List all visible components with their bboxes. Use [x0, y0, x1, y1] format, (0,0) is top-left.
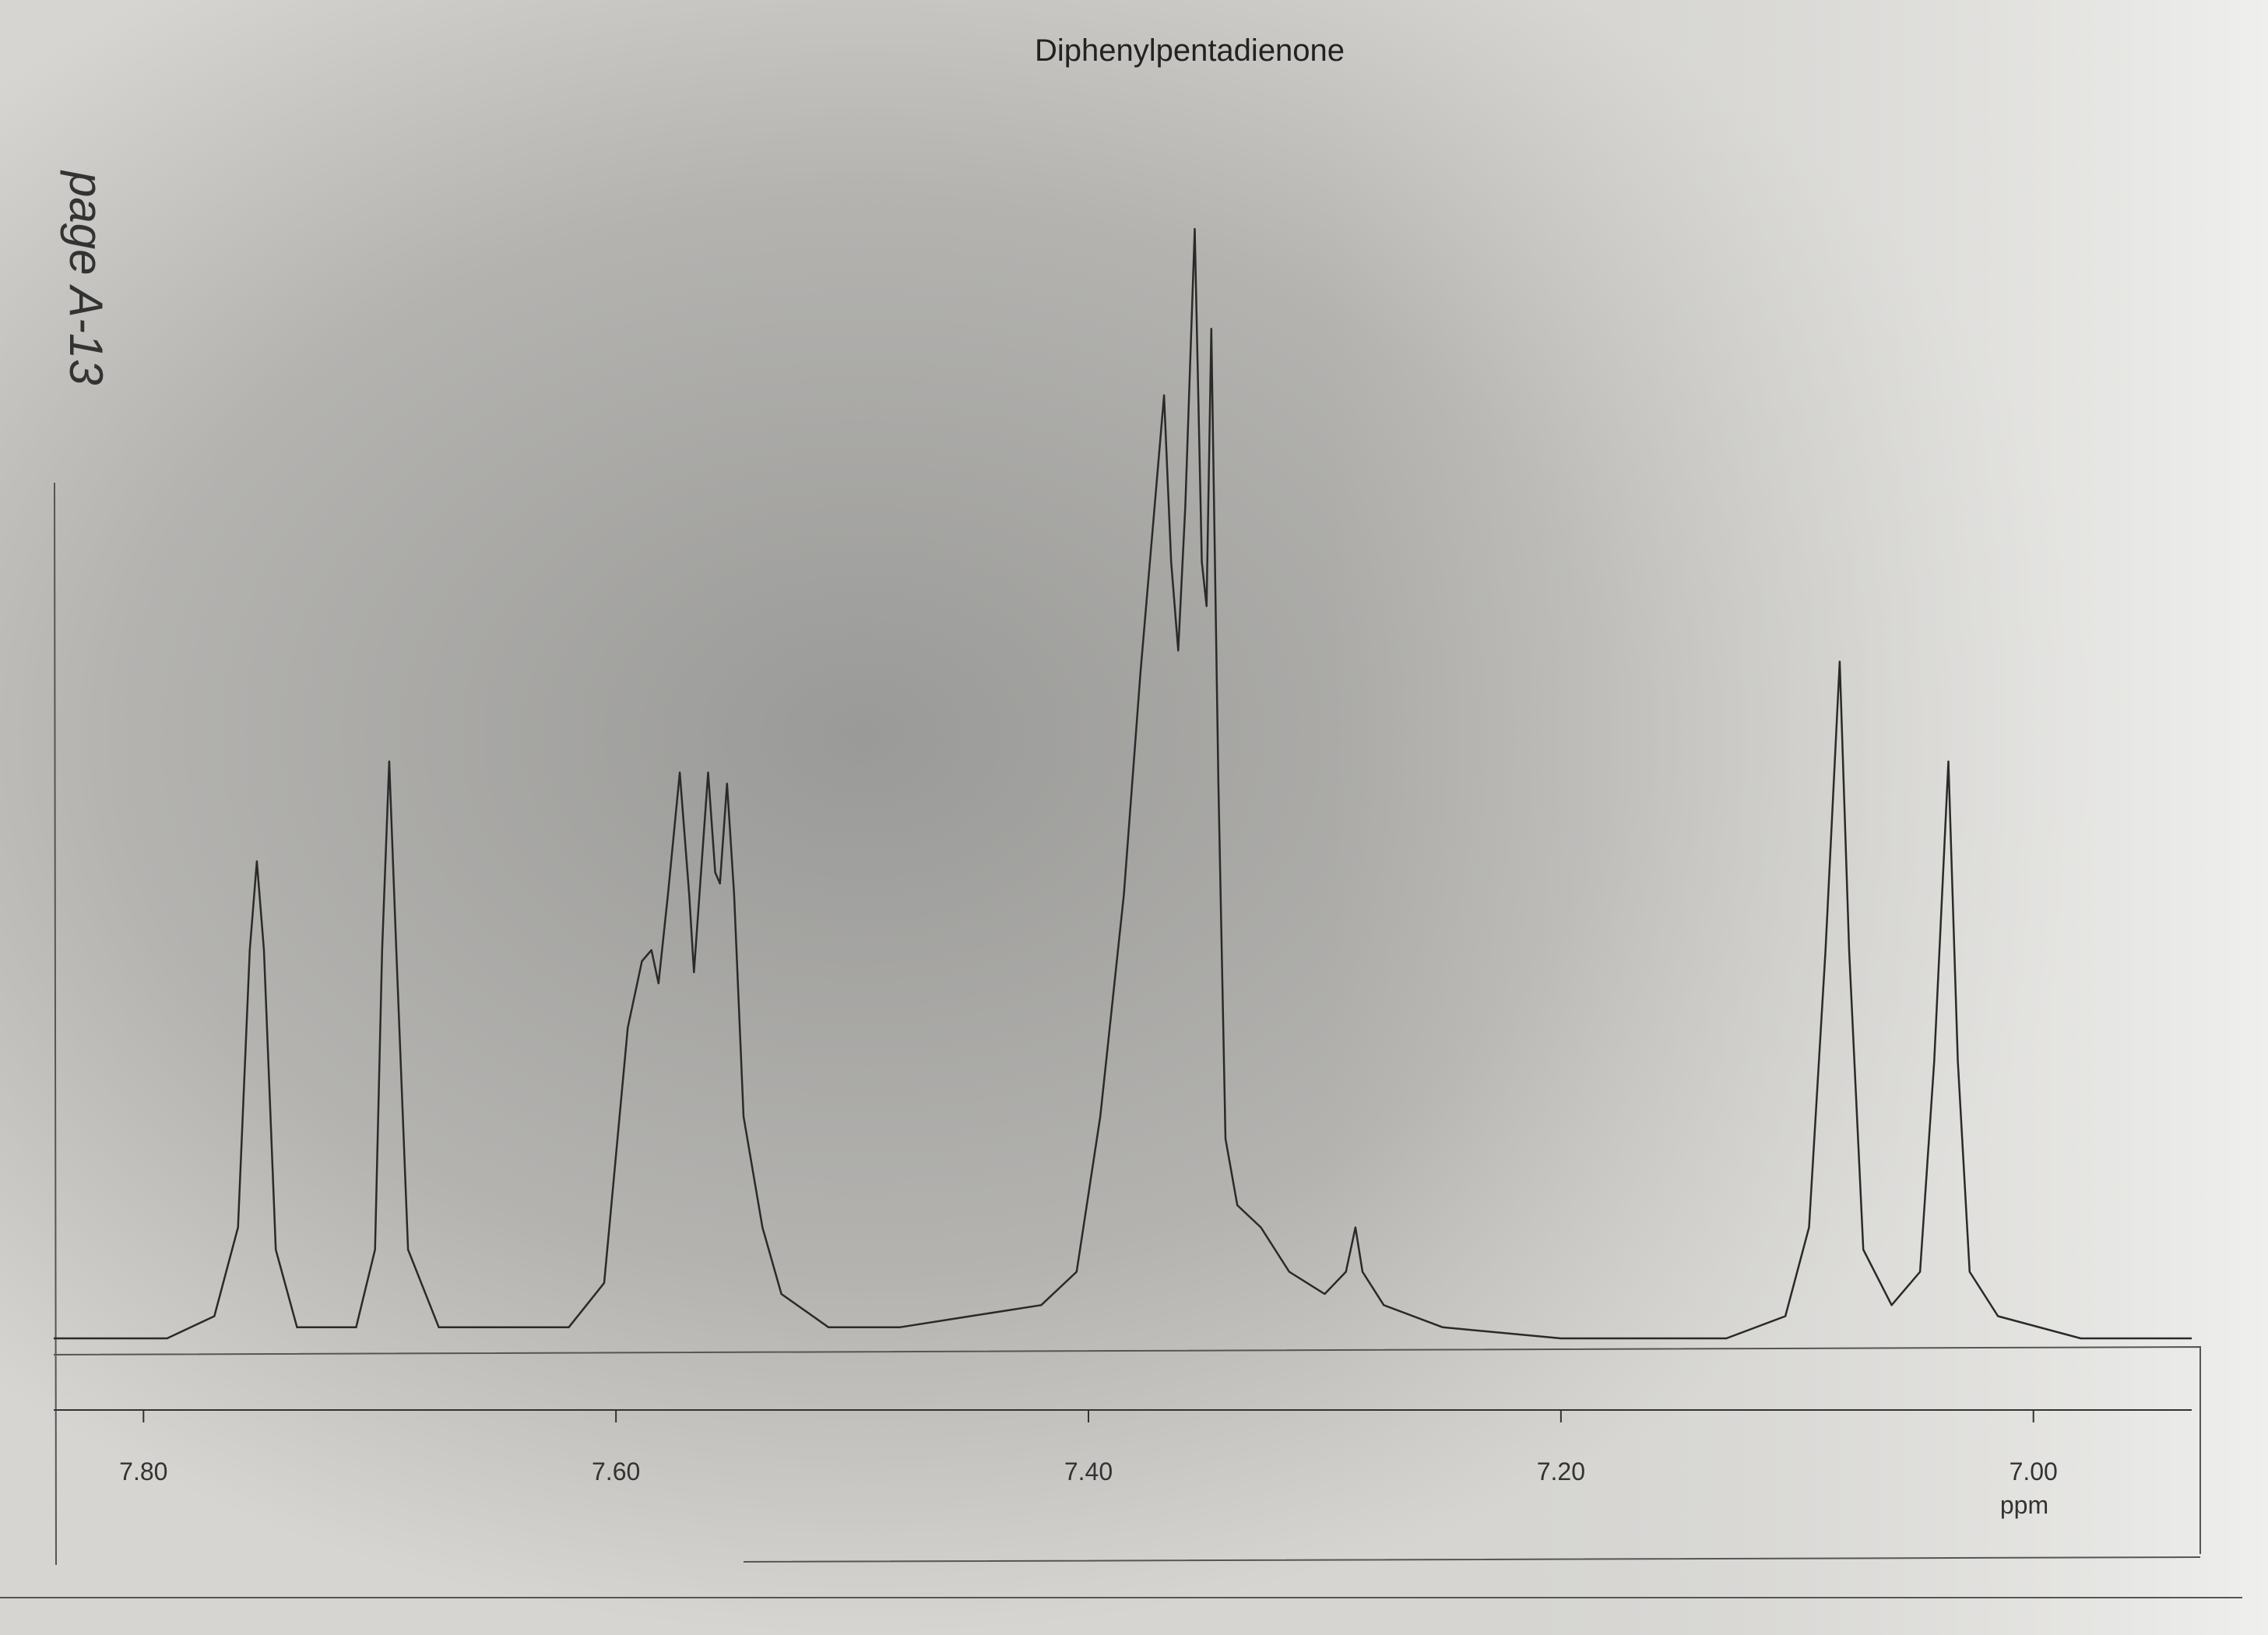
- paper-light: [1324, 0, 2268, 1635]
- x-tick-label: 7.40: [1064, 1457, 1113, 1486]
- x-axis-label: ppm: [2000, 1491, 2048, 1519]
- x-tick-label: 7.60: [592, 1457, 640, 1486]
- x-tick-label: 7.00: [2010, 1457, 2058, 1486]
- annotation: page A-13: [60, 170, 112, 385]
- plot-area: 7.80 7.60 7.40 7.20 7.00: [54, 227, 2192, 1486]
- chart-title: Diphenylpentadienone: [1035, 33, 1345, 68]
- x-tick-label: 7.80: [119, 1457, 167, 1486]
- x-tick-label: 7.20: [1537, 1457, 1585, 1486]
- spectrum-line: [54, 227, 2192, 1340]
- frame: [0, 482, 2242, 1598]
